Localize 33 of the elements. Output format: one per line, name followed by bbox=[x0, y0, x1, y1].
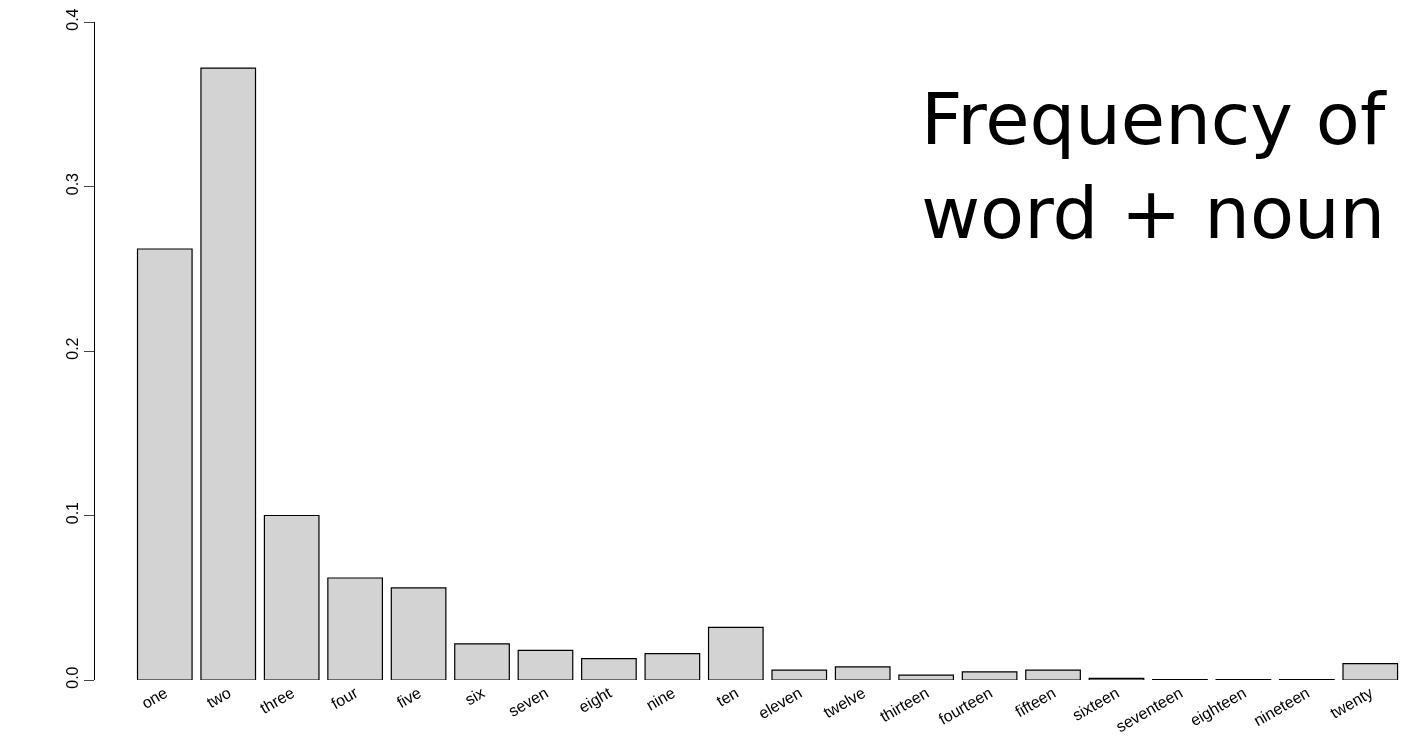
bar bbox=[1342, 662, 1399, 680]
x-tick-label: one bbox=[138, 683, 171, 712]
bar bbox=[517, 649, 574, 680]
bar bbox=[200, 67, 257, 680]
x-tick-label: seven bbox=[505, 683, 551, 720]
x-tick-label: four bbox=[328, 683, 362, 713]
bar bbox=[834, 666, 891, 680]
bar bbox=[771, 669, 828, 680]
y-tick-label: 0.1 bbox=[63, 501, 81, 525]
bar bbox=[707, 626, 764, 680]
y-tick-label: 0.2 bbox=[63, 337, 81, 360]
x-tick-label: nine bbox=[643, 683, 678, 714]
bar bbox=[136, 248, 193, 680]
bar bbox=[454, 643, 510, 680]
bar bbox=[1025, 669, 1081, 680]
x-tick-label: three bbox=[257, 683, 298, 717]
x-tick-label: five bbox=[394, 683, 425, 711]
x-tick-label: six bbox=[462, 683, 488, 709]
x-tick-label: fifteen bbox=[1012, 683, 1059, 721]
x-tick-label: eight bbox=[575, 683, 615, 716]
x-tick-label: two bbox=[203, 683, 234, 711]
text: Frequency of word + noun bbox=[921, 77, 1387, 255]
bar bbox=[327, 577, 384, 680]
y-tick-label: 0.3 bbox=[63, 172, 81, 196]
bar bbox=[644, 653, 701, 680]
bar bbox=[263, 514, 320, 680]
bar bbox=[581, 658, 637, 680]
bar bbox=[961, 671, 1018, 680]
x-tick-label: ten bbox=[713, 683, 742, 710]
y-tick-label: 0.0 bbox=[63, 666, 81, 689]
bar bbox=[390, 587, 447, 680]
bar bbox=[898, 674, 955, 680]
y-tick-label: 0.4 bbox=[63, 8, 81, 31]
